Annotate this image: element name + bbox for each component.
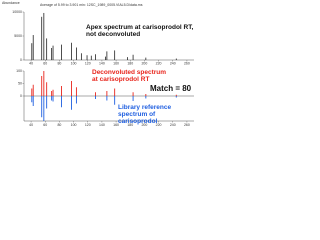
x-tick-label: 140 <box>99 61 105 65</box>
x-tick-label: 40 <box>29 123 33 127</box>
y-tick-label: 0 <box>20 94 22 98</box>
x-tick-label: 200 <box>141 123 147 127</box>
x-tick-label: 80 <box>57 61 61 65</box>
x-tick-label: 100 <box>71 123 77 127</box>
x-tick-label: 220 <box>156 61 162 65</box>
x-tick-label: 180 <box>127 123 133 127</box>
x-tick-label: 120 <box>85 123 91 127</box>
legend-label: Deconvoluted spectrum at carisoprodol RT <box>92 69 167 83</box>
y-tick-label: 5000 <box>14 34 22 38</box>
x-tick-label: 160 <box>113 123 119 127</box>
x-tick-label: 260 <box>184 123 190 127</box>
y-tick-label: 0 <box>20 58 22 62</box>
y-tick-label: 10000 <box>12 10 22 14</box>
x-tick-label: 240 <box>170 61 176 65</box>
legend-label: Library reference spectrum of carisoprod… <box>118 104 172 125</box>
chart: Average of 5.99 to 3.901 min: 12SC_1989_… <box>2 1 194 127</box>
x-tick-label: 100 <box>71 61 77 65</box>
x-tick-label: 200 <box>141 61 147 65</box>
x-tick-label: 60 <box>43 123 47 127</box>
x-tick-label: 60 <box>43 61 47 65</box>
annotation: Apex spectrum at carisoprodol RT, not de… <box>86 24 194 38</box>
spectra-view: Average of 5.99 to 3.901 min: 12SC_1989_… <box>0 0 198 138</box>
x-tick-label: 140 <box>99 123 105 127</box>
x-tick-label: 160 <box>113 61 119 65</box>
chart-title: Average of 5.99 to 3.901 min: 12SC_1989_… <box>40 3 143 7</box>
y-tick-label: 100 <box>16 69 22 73</box>
x-tick-label: 240 <box>170 123 176 127</box>
y-axis-label: Abundance <box>2 1 20 5</box>
x-tick-label: 180 <box>127 61 133 65</box>
x-tick-label: 220 <box>156 123 162 127</box>
match-score: Match = 80 <box>150 84 192 93</box>
x-tick-label: 40 <box>29 61 33 65</box>
x-tick-label: 80 <box>57 123 61 127</box>
x-tick-label: 260 <box>184 61 190 65</box>
x-tick-label: 120 <box>85 61 91 65</box>
y-tick-label: 50 <box>18 81 22 85</box>
